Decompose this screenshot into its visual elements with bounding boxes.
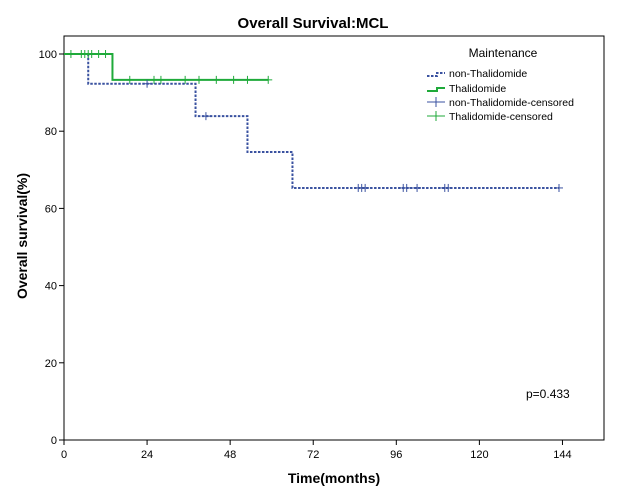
legend-swatch-thalidomide — [427, 87, 445, 92]
non-thalidomide-curve — [64, 53, 559, 189]
y-tick-label: 100 — [39, 49, 57, 61]
x-tick-label: 120 — [470, 449, 488, 461]
legend-swatch-non-thalidomide — [427, 72, 445, 77]
y-tick-label: 0 — [51, 435, 57, 447]
thalidomide-censor-mark — [66, 50, 75, 58]
y-tick-label: 80 — [45, 126, 57, 138]
non-thalidomide-censor-mark — [402, 183, 411, 192]
non-thalidomide-censor-mark — [201, 112, 210, 121]
thalidomide-censor-mark — [87, 50, 96, 58]
x-tick-label: 72 — [307, 449, 319, 461]
non-thalidomide-censor-mark — [413, 183, 422, 192]
legend-entry-label: Thalidomide — [449, 83, 506, 95]
legend: Maintenance non-Thalidomide Thalidomide no… — [427, 46, 574, 123]
non-thalidomide-censor-mark — [143, 79, 152, 88]
non-thalidomide-censor-mark — [555, 183, 563, 192]
axis-ticks: 0 24 48 72 96 120 144 0 20 40 60 80 100 — [39, 49, 572, 461]
x-tick-label: 144 — [553, 449, 571, 461]
y-tick-label: 40 — [45, 281, 57, 293]
thalidomide-censor-mark — [195, 75, 203, 84]
thalidomide-censor-mark — [264, 75, 273, 84]
thalidomide-censor-mark — [125, 75, 134, 84]
thalidomide-curve — [64, 53, 269, 81]
plot-frame — [63, 35, 605, 441]
y-tick-label: 60 — [45, 203, 57, 215]
x-tick-label: 48 — [224, 449, 236, 461]
thalidomide-censor-mark — [181, 75, 190, 84]
x-axis-label: Time(months) — [288, 470, 380, 486]
thalidomide-censor-mark — [212, 75, 221, 84]
x-tick-label: 0 — [61, 449, 67, 461]
legend-entry-label: Thalidomide-censored — [449, 111, 553, 123]
thalidomide-censor-mark — [243, 75, 252, 84]
thalidomide-censor-mark — [150, 75, 158, 84]
thalidomide-censor-mark — [156, 75, 165, 84]
p-value-annotation: p=0.433 — [526, 387, 570, 401]
y-axis-label: Overall survival(%) — [14, 173, 30, 299]
x-tick-label: 24 — [141, 449, 153, 461]
legend-title: Maintenance — [469, 46, 538, 60]
thalidomide-censor-mark — [101, 50, 110, 58]
legend-entry-label: non-Thalidomide — [449, 68, 527, 80]
legend-entry-label: non-Thalidomide-censored — [449, 97, 574, 109]
x-tick-label: 96 — [390, 449, 402, 461]
chart-title: Overall Survival:MCL — [238, 15, 389, 32]
thalidomide-censor-mark — [229, 75, 238, 84]
thalidomide-censor-mark — [94, 50, 103, 58]
non-thalidomide-censor-mark — [444, 183, 453, 192]
non-thalidomide-censor-mark — [361, 183, 370, 192]
censor-marks — [66, 50, 563, 192]
y-tick-label: 20 — [45, 358, 57, 370]
